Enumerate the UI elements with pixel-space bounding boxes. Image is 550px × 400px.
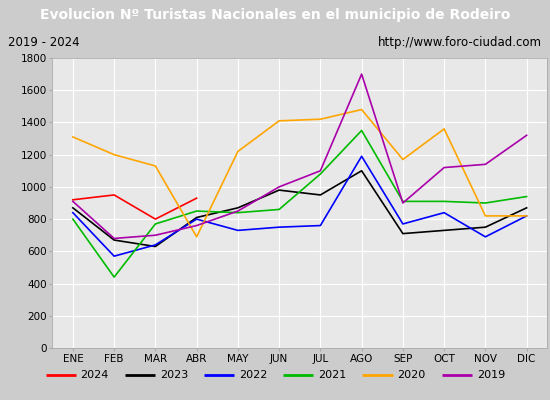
Text: 2020: 2020 [398,370,426,380]
Text: http://www.foro-ciudad.com: http://www.foro-ciudad.com [378,36,542,49]
Text: Evolucion Nº Turistas Nacionales en el municipio de Rodeiro: Evolucion Nº Turistas Nacionales en el m… [40,8,510,22]
Text: 2019 - 2024: 2019 - 2024 [8,36,79,49]
Text: 2024: 2024 [80,370,109,380]
Text: 2021: 2021 [318,370,346,380]
Text: 2019: 2019 [477,370,505,380]
Text: 2023: 2023 [160,370,188,380]
Text: 2022: 2022 [239,370,267,380]
